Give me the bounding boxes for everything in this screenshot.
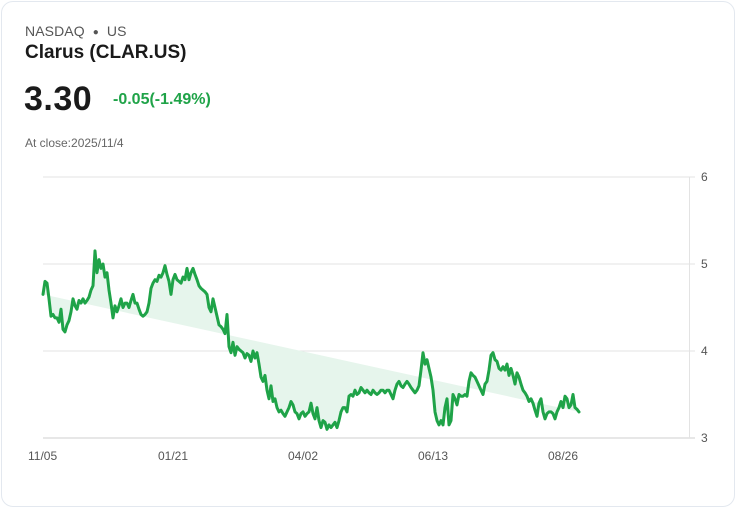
exchange-info: NASDAQ ● US	[25, 23, 127, 39]
close-label: At close:2025/11/4	[25, 136, 124, 150]
price-line	[41, 249, 581, 431]
exchange-name: NASDAQ	[25, 23, 85, 39]
x-axis: 11/05 01/21 04/02 06/13 08/26	[28, 449, 578, 463]
x-tick-label: 01/21	[158, 449, 188, 463]
separator-dot: ●	[92, 27, 99, 38]
x-tick-label: 06/13	[418, 449, 448, 463]
grid-lines	[43, 176, 695, 439]
stock-title: Clarus (CLAR.US)	[25, 42, 187, 63]
price-change: -0.05(-1.49%)	[113, 91, 211, 108]
y-axis: 6 5 4 3	[701, 170, 708, 445]
y-tick-label: 3	[701, 431, 708, 445]
y-tick-label: 6	[701, 170, 708, 184]
x-tick-label: 04/02	[288, 449, 318, 463]
area-fill	[43, 250, 579, 430]
y-tick-label: 4	[701, 344, 708, 358]
region: US	[106, 23, 127, 39]
current-price: 3.30	[24, 80, 93, 118]
x-tick-label: 11/05	[28, 449, 57, 463]
y-tick-label: 5	[701, 257, 708, 271]
x-tick-label: 08/26	[548, 449, 578, 463]
